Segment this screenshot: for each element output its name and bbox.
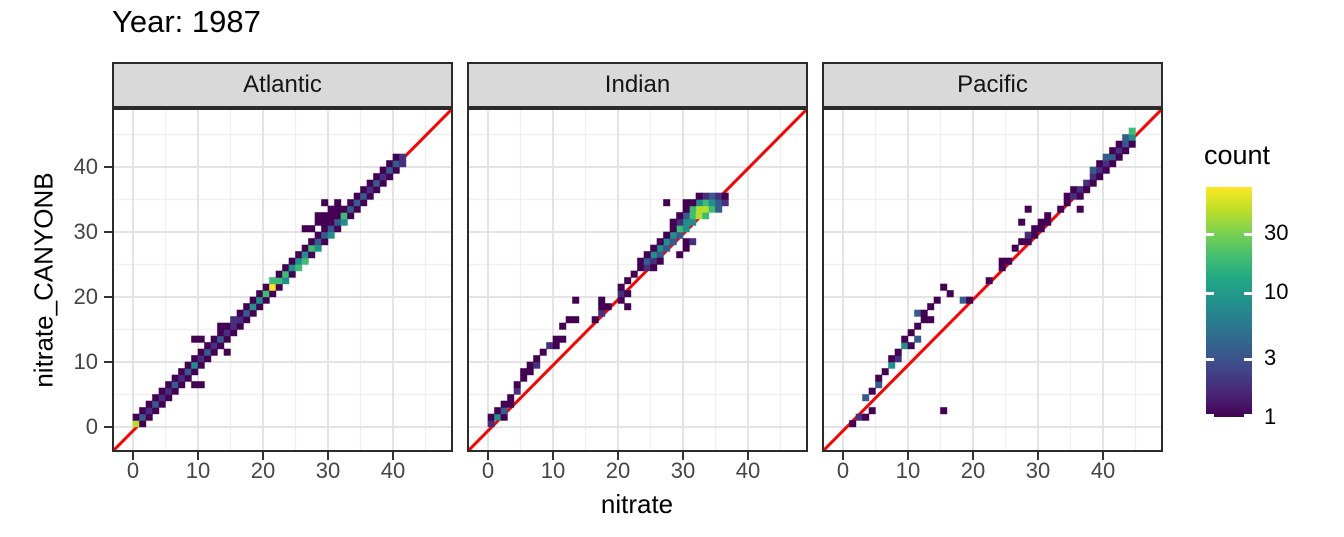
x-tick-mark (907, 452, 909, 460)
x-tick-mark (262, 452, 264, 460)
legend-tick-label: 10 (1264, 279, 1289, 305)
legend-tick-mark (1244, 292, 1252, 296)
x-tick-mark (682, 452, 684, 460)
facet-strip-atlantic: Atlantic (112, 62, 453, 108)
x-tick-mark (747, 452, 749, 460)
x-tick-label: 10 (185, 458, 211, 483)
facet-panel-atlantic (112, 108, 453, 452)
y-tick-mark (104, 361, 112, 363)
x-tick-mark (1102, 452, 1104, 460)
x-tick-mark (552, 452, 554, 460)
x-tick-mark (132, 452, 134, 460)
legend-tick-mark (1206, 292, 1214, 296)
identity-line-indian (467, 108, 808, 452)
x-axis-label: nitrate (600, 489, 674, 519)
x-tick-label: 0 (481, 458, 495, 483)
x-tick-label: 10 (540, 458, 566, 483)
x-tick-mark (842, 452, 844, 460)
panel-canvas-pacific (822, 108, 1163, 452)
legend-tick-mark (1206, 232, 1214, 236)
x-tick-mark (617, 452, 619, 460)
x-tick-mark (487, 452, 489, 460)
legend-tick-mark (1244, 232, 1252, 236)
legend-tick-mark (1244, 414, 1252, 417)
x-tick-label: 0 (126, 458, 140, 483)
x-tick-mark (327, 452, 329, 460)
x-tick-mark (197, 452, 199, 460)
panel-canvas-indian (467, 108, 808, 452)
y-tick-label: 20 (73, 284, 98, 309)
x-tick-label: 30 (315, 458, 341, 483)
y-tick-label: 40 (73, 154, 98, 179)
y-axis-label: nitrate_CANYONB (28, 172, 59, 388)
x-tick-label: 10 (895, 458, 921, 483)
x-tick-label: 40 (1090, 458, 1116, 483)
legend-tick-mark (1206, 414, 1214, 417)
facet-panel-pacific (822, 108, 1163, 452)
legend-tick-mark (1244, 357, 1252, 361)
facet-strip-indian: Indian (467, 62, 808, 108)
x-tick-label: 30 (670, 458, 696, 483)
x-tick-label: 20 (605, 458, 631, 483)
y-tick-mark (104, 231, 112, 233)
x-tick-label: 30 (1025, 458, 1051, 483)
y-tick-label: 30 (73, 219, 98, 244)
legend-title: count (1204, 140, 1271, 170)
y-tick-mark (104, 426, 112, 428)
y-tick-label: 10 (73, 349, 98, 374)
y-tick-mark (104, 296, 112, 298)
x-tick-label: 20 (250, 458, 276, 483)
legend-tick-label: 30 (1264, 219, 1289, 245)
legend-tick-mark (1206, 357, 1214, 361)
legend-colorbar (1206, 187, 1252, 417)
x-tick-label: 40 (735, 458, 761, 483)
x-tick-label: 40 (380, 458, 406, 483)
x-tick-mark (392, 452, 394, 460)
facet-panel-indian (467, 108, 808, 452)
x-tick-mark (1037, 452, 1039, 460)
facet-strip-pacific: Pacific (822, 62, 1163, 108)
panel-canvas-atlantic (112, 108, 453, 452)
y-tick-label: 0 (85, 414, 98, 439)
x-tick-mark (972, 452, 974, 460)
plot-title: Year: 1987 (112, 4, 261, 39)
y-tick-mark (104, 166, 112, 168)
x-tick-label: 20 (960, 458, 986, 483)
legend-tick-label: 3 (1264, 344, 1277, 370)
x-tick-label: 0 (836, 458, 850, 483)
legend-tick-label: 1 (1264, 404, 1277, 429)
